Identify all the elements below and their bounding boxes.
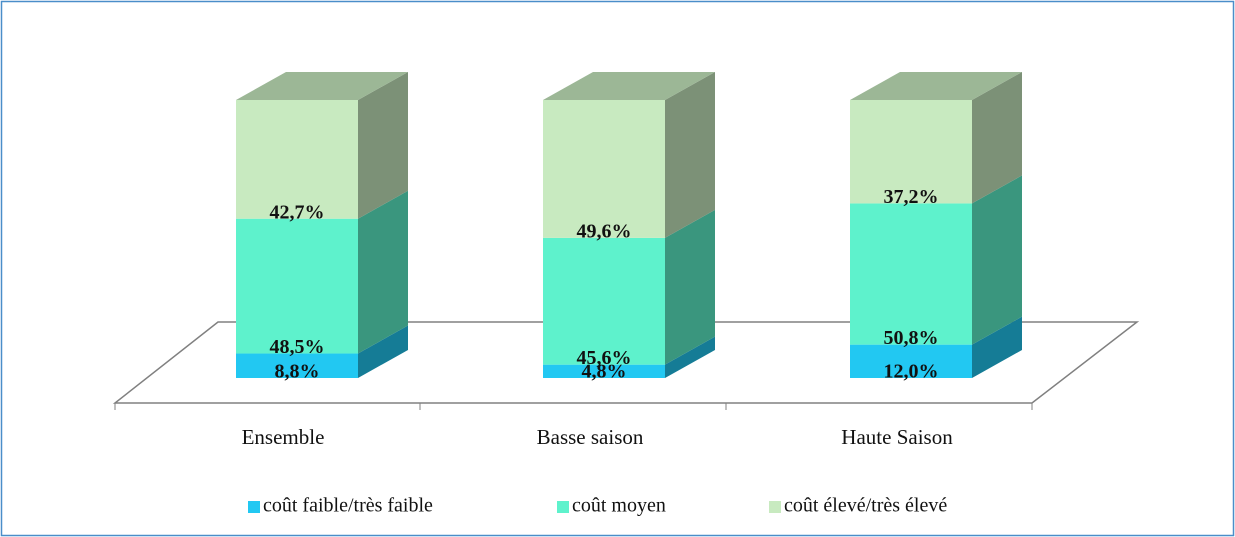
floor-ticks — [114, 403, 1033, 410]
bar-side — [665, 336, 715, 378]
bar-top — [543, 72, 715, 100]
legend-label: coût faible/très faible — [263, 495, 433, 517]
legend-swatch — [557, 501, 569, 513]
bar-top — [850, 72, 1022, 100]
legend-swatch — [769, 501, 781, 513]
bar — [236, 100, 358, 219]
bar — [543, 364, 665, 378]
x-tick-label: Haute Saison — [841, 425, 953, 449]
bar — [850, 344, 972, 378]
value-label: 37,2% — [884, 186, 939, 208]
value-label: 49,6% — [577, 220, 632, 242]
bar-side — [972, 72, 1022, 204]
bar-side — [972, 316, 1022, 378]
value-label: 50,8% — [884, 327, 939, 349]
bar-side — [358, 190, 408, 354]
value-label: 4,8% — [582, 361, 627, 383]
legend-swatch — [248, 501, 260, 513]
value-label: 48,5% — [270, 336, 325, 358]
bar — [236, 353, 358, 378]
bar-top — [236, 72, 408, 100]
bar-side — [358, 72, 408, 219]
legend-label: coût élevé/très élevé — [784, 495, 947, 517]
value-label: 45,6% — [577, 347, 632, 369]
bar-side — [358, 325, 408, 378]
value-label: 42,7% — [270, 201, 325, 223]
value-label: 8,8% — [275, 361, 320, 383]
bar — [236, 218, 358, 354]
bar — [850, 203, 972, 345]
legend-label: coût moyen — [572, 495, 666, 517]
x-tick-label: Ensemble — [242, 425, 325, 449]
value-label: 12,0% — [884, 361, 939, 383]
bar — [543, 100, 665, 238]
bar — [850, 100, 972, 204]
bar-side — [665, 209, 715, 365]
bar-side — [972, 175, 1022, 345]
x-tick-label: Basse saison — [537, 425, 644, 449]
bar — [543, 237, 665, 365]
bar-side — [665, 72, 715, 238]
